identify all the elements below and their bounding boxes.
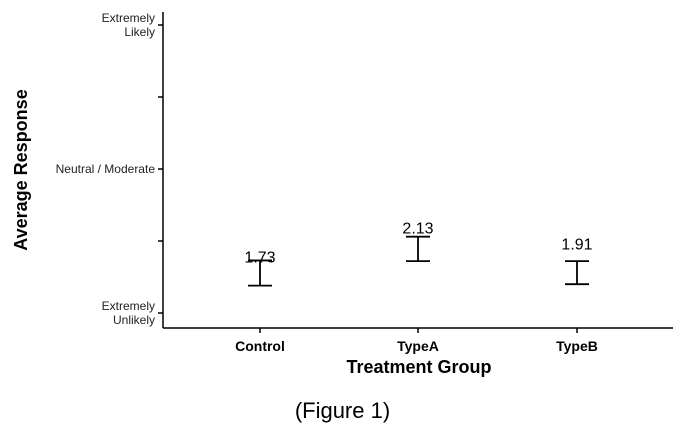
data-label: 2.13: [402, 221, 433, 238]
x-axis-title: Treatment Group: [346, 357, 491, 377]
error-bar: [406, 235, 430, 263]
x-tick-label: Control: [235, 338, 285, 354]
data-label: 1.91: [561, 236, 592, 253]
figure-caption: (Figure 1): [294, 398, 391, 423]
error-bars: [248, 235, 589, 287]
x-ticks: Control TypeA TypeB: [235, 328, 598, 354]
x-tick-label: TypeB: [556, 338, 598, 354]
y-tick-label: Extremely: [102, 299, 155, 313]
data-labels: 1.73 2.13 1.91: [244, 221, 592, 267]
data-label: 1.73: [244, 249, 275, 266]
y-tick-label: Unlikely: [113, 313, 155, 327]
x-tick-label: TypeA: [397, 338, 439, 354]
y-tick-label: Likely: [124, 25, 155, 39]
error-bar: [565, 260, 589, 286]
y-axis-title: Average Response: [11, 89, 31, 250]
y-tick-label: Neutral / Moderate: [56, 162, 156, 176]
error-bar: [248, 259, 272, 287]
y-tick-label: Extremely: [102, 11, 155, 25]
